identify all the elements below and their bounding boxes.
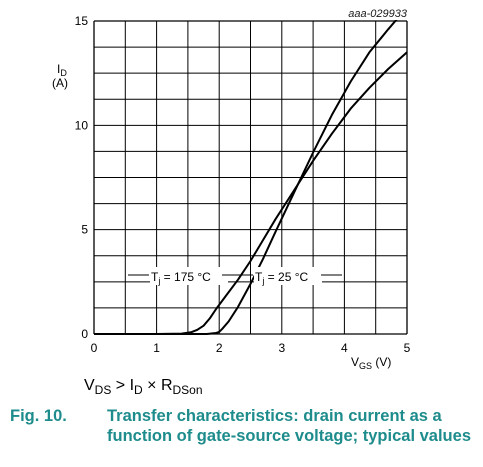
series-line-2 <box>94 20 398 335</box>
x-tick-label: 5 <box>404 341 411 355</box>
y-tick-label: 5 <box>81 223 88 237</box>
test-condition: VDS > ID × RDSon <box>84 377 203 398</box>
figure-title: Transfer characteristics: drain current … <box>107 407 471 445</box>
y-axis-label: ID <box>57 62 67 78</box>
series-line-1 <box>94 51 407 335</box>
x-tick-label: 1 <box>153 341 160 355</box>
document-id: aaa-029933 <box>348 8 408 20</box>
series-labels: Tj = 175 °C Tj = 25 °C <box>128 267 342 286</box>
chart-series <box>94 20 407 335</box>
series-label-2: Tj = 25 °C <box>255 270 309 286</box>
series-label-1: Tj = 175 °C <box>151 270 211 286</box>
x-axis-label: VGS (V) <box>351 355 391 370</box>
x-tick-label: 4 <box>341 341 348 355</box>
y-axis-unit: (A) <box>52 76 68 90</box>
series-label-background <box>150 267 228 285</box>
figure-number: Fig. 10. <box>10 407 67 425</box>
y-tick-label: 15 <box>75 14 89 28</box>
transfer-characteristics-chart: aaa-029933 0 1 2 3 4 5 0 5 10 15 ID (A) VGS (V) T… <box>52 8 411 370</box>
x-tick-label: 2 <box>216 341 223 355</box>
x-tick-label: 0 <box>91 341 98 355</box>
y-tick-label: 0 <box>81 327 88 341</box>
chart-ticks: 0 1 2 3 4 5 0 5 10 15 <box>75 14 411 355</box>
y-tick-label: 10 <box>75 118 89 132</box>
x-tick-label: 3 <box>278 341 285 355</box>
series-label-background <box>254 267 322 285</box>
